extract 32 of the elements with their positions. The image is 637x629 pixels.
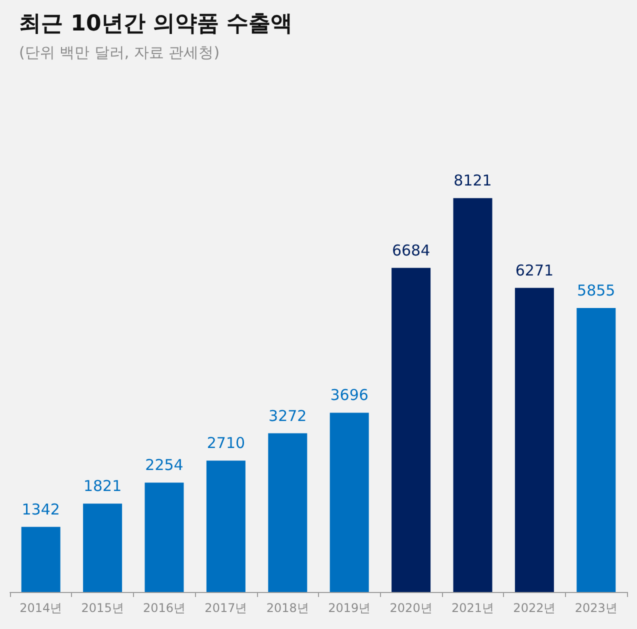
x-tick-label: 2023년 bbox=[574, 601, 618, 615]
x-tick-label: 2017년 bbox=[204, 601, 248, 615]
x-tick-label: 2019년 bbox=[328, 601, 371, 615]
data-label: 5855 bbox=[577, 282, 616, 300]
x-tick-label: 2014년 bbox=[20, 601, 62, 615]
data-label: 6271 bbox=[515, 261, 554, 280]
bar bbox=[144, 482, 184, 592]
x-tick-label: 2022년 bbox=[513, 601, 556, 615]
x-tick-label: 2020년 bbox=[390, 601, 432, 615]
bar bbox=[514, 288, 554, 592]
data-label: 3272 bbox=[268, 406, 307, 425]
bar bbox=[453, 198, 492, 592]
data-label: 2254 bbox=[145, 456, 184, 474]
bar bbox=[21, 526, 60, 592]
data-label: 6684 bbox=[392, 241, 430, 260]
data-label: 1342 bbox=[22, 500, 60, 518]
x-tick-label: 2016년 bbox=[142, 601, 186, 615]
x-tick-label: 2021년 bbox=[451, 601, 494, 615]
x-tick-label: 2015년 bbox=[81, 601, 124, 615]
data-label: 1821 bbox=[83, 477, 122, 496]
bar bbox=[330, 412, 369, 592]
data-label: 3696 bbox=[330, 386, 368, 404]
bar bbox=[206, 460, 246, 592]
bar bbox=[392, 268, 431, 592]
bar bbox=[83, 504, 122, 592]
data-label: 8121 bbox=[454, 172, 492, 190]
chart-title: 최근 10년간 의약품 수출액 bbox=[19, 12, 293, 36]
bar bbox=[576, 308, 616, 592]
bar bbox=[268, 433, 308, 592]
x-tick-label: 2018년 bbox=[266, 601, 309, 615]
chart-subtitle: (단위 백만 달러, 자료 관세청) bbox=[19, 44, 220, 62]
data-label: 2710 bbox=[206, 434, 246, 452]
